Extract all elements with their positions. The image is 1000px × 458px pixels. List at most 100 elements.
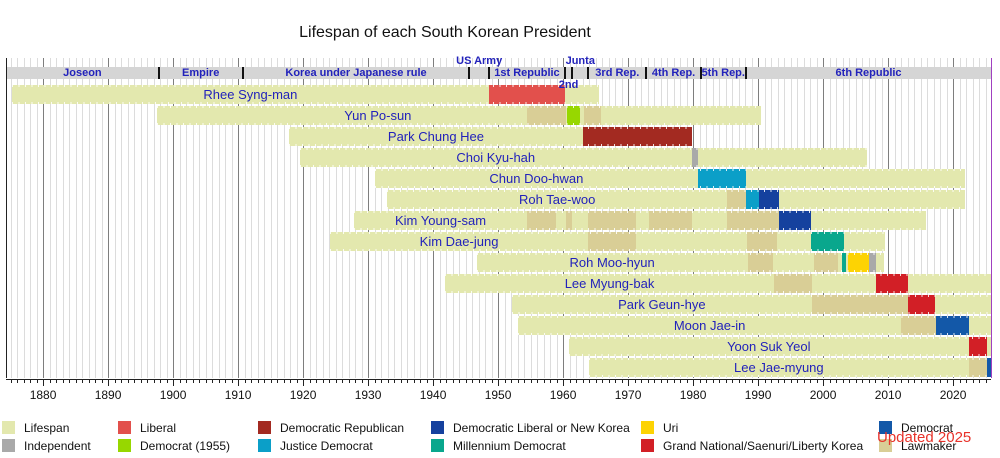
axis-tick [914, 380, 916, 383]
gridline [160, 58, 162, 378]
axis-tick [407, 380, 409, 383]
axis-tick [290, 380, 292, 383]
gridline [348, 58, 350, 378]
gridline [134, 58, 136, 378]
axis-year-label: 1890 [94, 388, 122, 402]
party-segment-justice_democrat [745, 190, 759, 209]
legend-swatch [258, 439, 271, 452]
lifespan-bar [289, 127, 693, 146]
era-label: US Army [456, 55, 503, 67]
axis-tick [621, 380, 623, 383]
gridline [101, 58, 103, 378]
axis-tick [940, 380, 942, 383]
era-separator [157, 67, 160, 79]
axis-tick [62, 380, 64, 383]
axis-tick [777, 380, 779, 383]
axis-tick [537, 380, 539, 383]
axis-tick [745, 380, 747, 383]
lifespan-bar [445, 274, 992, 293]
legend-swatch [2, 421, 15, 434]
axis-tick [56, 380, 58, 383]
era-label: Korea under Japanese rule [285, 67, 427, 79]
gridline [342, 58, 344, 378]
axis-tick [894, 380, 896, 383]
lifespan-bar [511, 295, 991, 314]
gridline [108, 58, 110, 378]
axis-tick [218, 380, 220, 383]
axis-tick [17, 380, 19, 383]
axis-tick [517, 380, 519, 383]
party-segment-lawmaker [727, 190, 746, 209]
president-row: Yoon Suk Yeol [0, 337, 1000, 356]
gridline [75, 58, 77, 378]
gridline [199, 58, 201, 378]
axis-tick [979, 380, 981, 383]
era-label: 2nd [558, 79, 579, 91]
axis-tick [881, 380, 883, 383]
axis-tick [920, 380, 922, 383]
axis-tick [602, 380, 604, 383]
party-segment-lawmaker [526, 106, 566, 125]
axis-year-label: 2010 [874, 388, 902, 402]
axis-tick [394, 380, 396, 383]
legend-swatch [879, 421, 892, 434]
gridline [10, 58, 12, 378]
gridline [309, 58, 311, 378]
president-row: Kim Dae-jung [0, 232, 1000, 251]
party-segment-lawmaker [811, 295, 909, 314]
gridline [985, 58, 987, 378]
gridline [82, 58, 84, 378]
gridline [290, 58, 292, 378]
axis-tick [251, 380, 253, 383]
party-segment-democrat_1955 [566, 106, 580, 125]
legend-label: Liberal [140, 421, 177, 435]
party-segment-justice_democrat [697, 169, 746, 188]
gridline [121, 58, 123, 378]
legend-swatch [118, 439, 131, 452]
gridline [166, 58, 168, 378]
axis-tick [387, 380, 389, 383]
party-segment-lawmaker [901, 316, 937, 335]
axis-year-label: 1900 [159, 388, 187, 402]
gridline [244, 58, 246, 378]
axis-tick [446, 380, 448, 383]
lifespan-bar [476, 253, 885, 272]
axis-year-label: 1990 [744, 388, 772, 402]
president-name: Park Chung Hee [387, 129, 485, 144]
axis-year-label: 1920 [289, 388, 317, 402]
gridline [140, 58, 142, 378]
axis-tick [36, 380, 38, 383]
axis-tick [667, 380, 669, 383]
party-segment-uri [847, 253, 869, 272]
era-label: Joseon [63, 67, 102, 79]
axis-tick [693, 380, 695, 386]
gridline [946, 58, 948, 378]
axis-tick [641, 380, 643, 383]
axis-tick [420, 380, 422, 383]
lifespan-bar [354, 211, 927, 230]
party-segment-lawmaker [746, 232, 777, 251]
axis-tick [842, 380, 844, 383]
president-row: Roh Tae-woo [0, 190, 1000, 209]
party-segment-lawmaker [813, 253, 838, 272]
party-segment-lawmaker [588, 211, 637, 230]
axis-year-label: 1980 [679, 388, 707, 402]
axis-tick [933, 380, 935, 383]
gridline [927, 58, 929, 378]
legend-label: Grand National/Saenuri/Liberty Korea [663, 439, 864, 453]
gridline [257, 58, 259, 378]
president-row: Park Chung Hee [0, 127, 1000, 146]
lifespan-bar [299, 148, 868, 167]
lifespan-bar [568, 337, 991, 356]
axis-tick [173, 380, 175, 386]
party-segment-democratic_liberal_or_new_korea [758, 190, 779, 209]
legend-label: Democratic Republican [280, 421, 405, 435]
axis-tick [784, 380, 786, 383]
axis-year-label: 1950 [484, 388, 512, 402]
axis-tick [459, 380, 461, 383]
legend-label: Uri [663, 421, 679, 435]
party-segment-lawmaker [773, 274, 812, 293]
president-name: Chun Doo-hwan [489, 171, 584, 186]
president-row: Chun Doo-hwan [0, 169, 1000, 188]
